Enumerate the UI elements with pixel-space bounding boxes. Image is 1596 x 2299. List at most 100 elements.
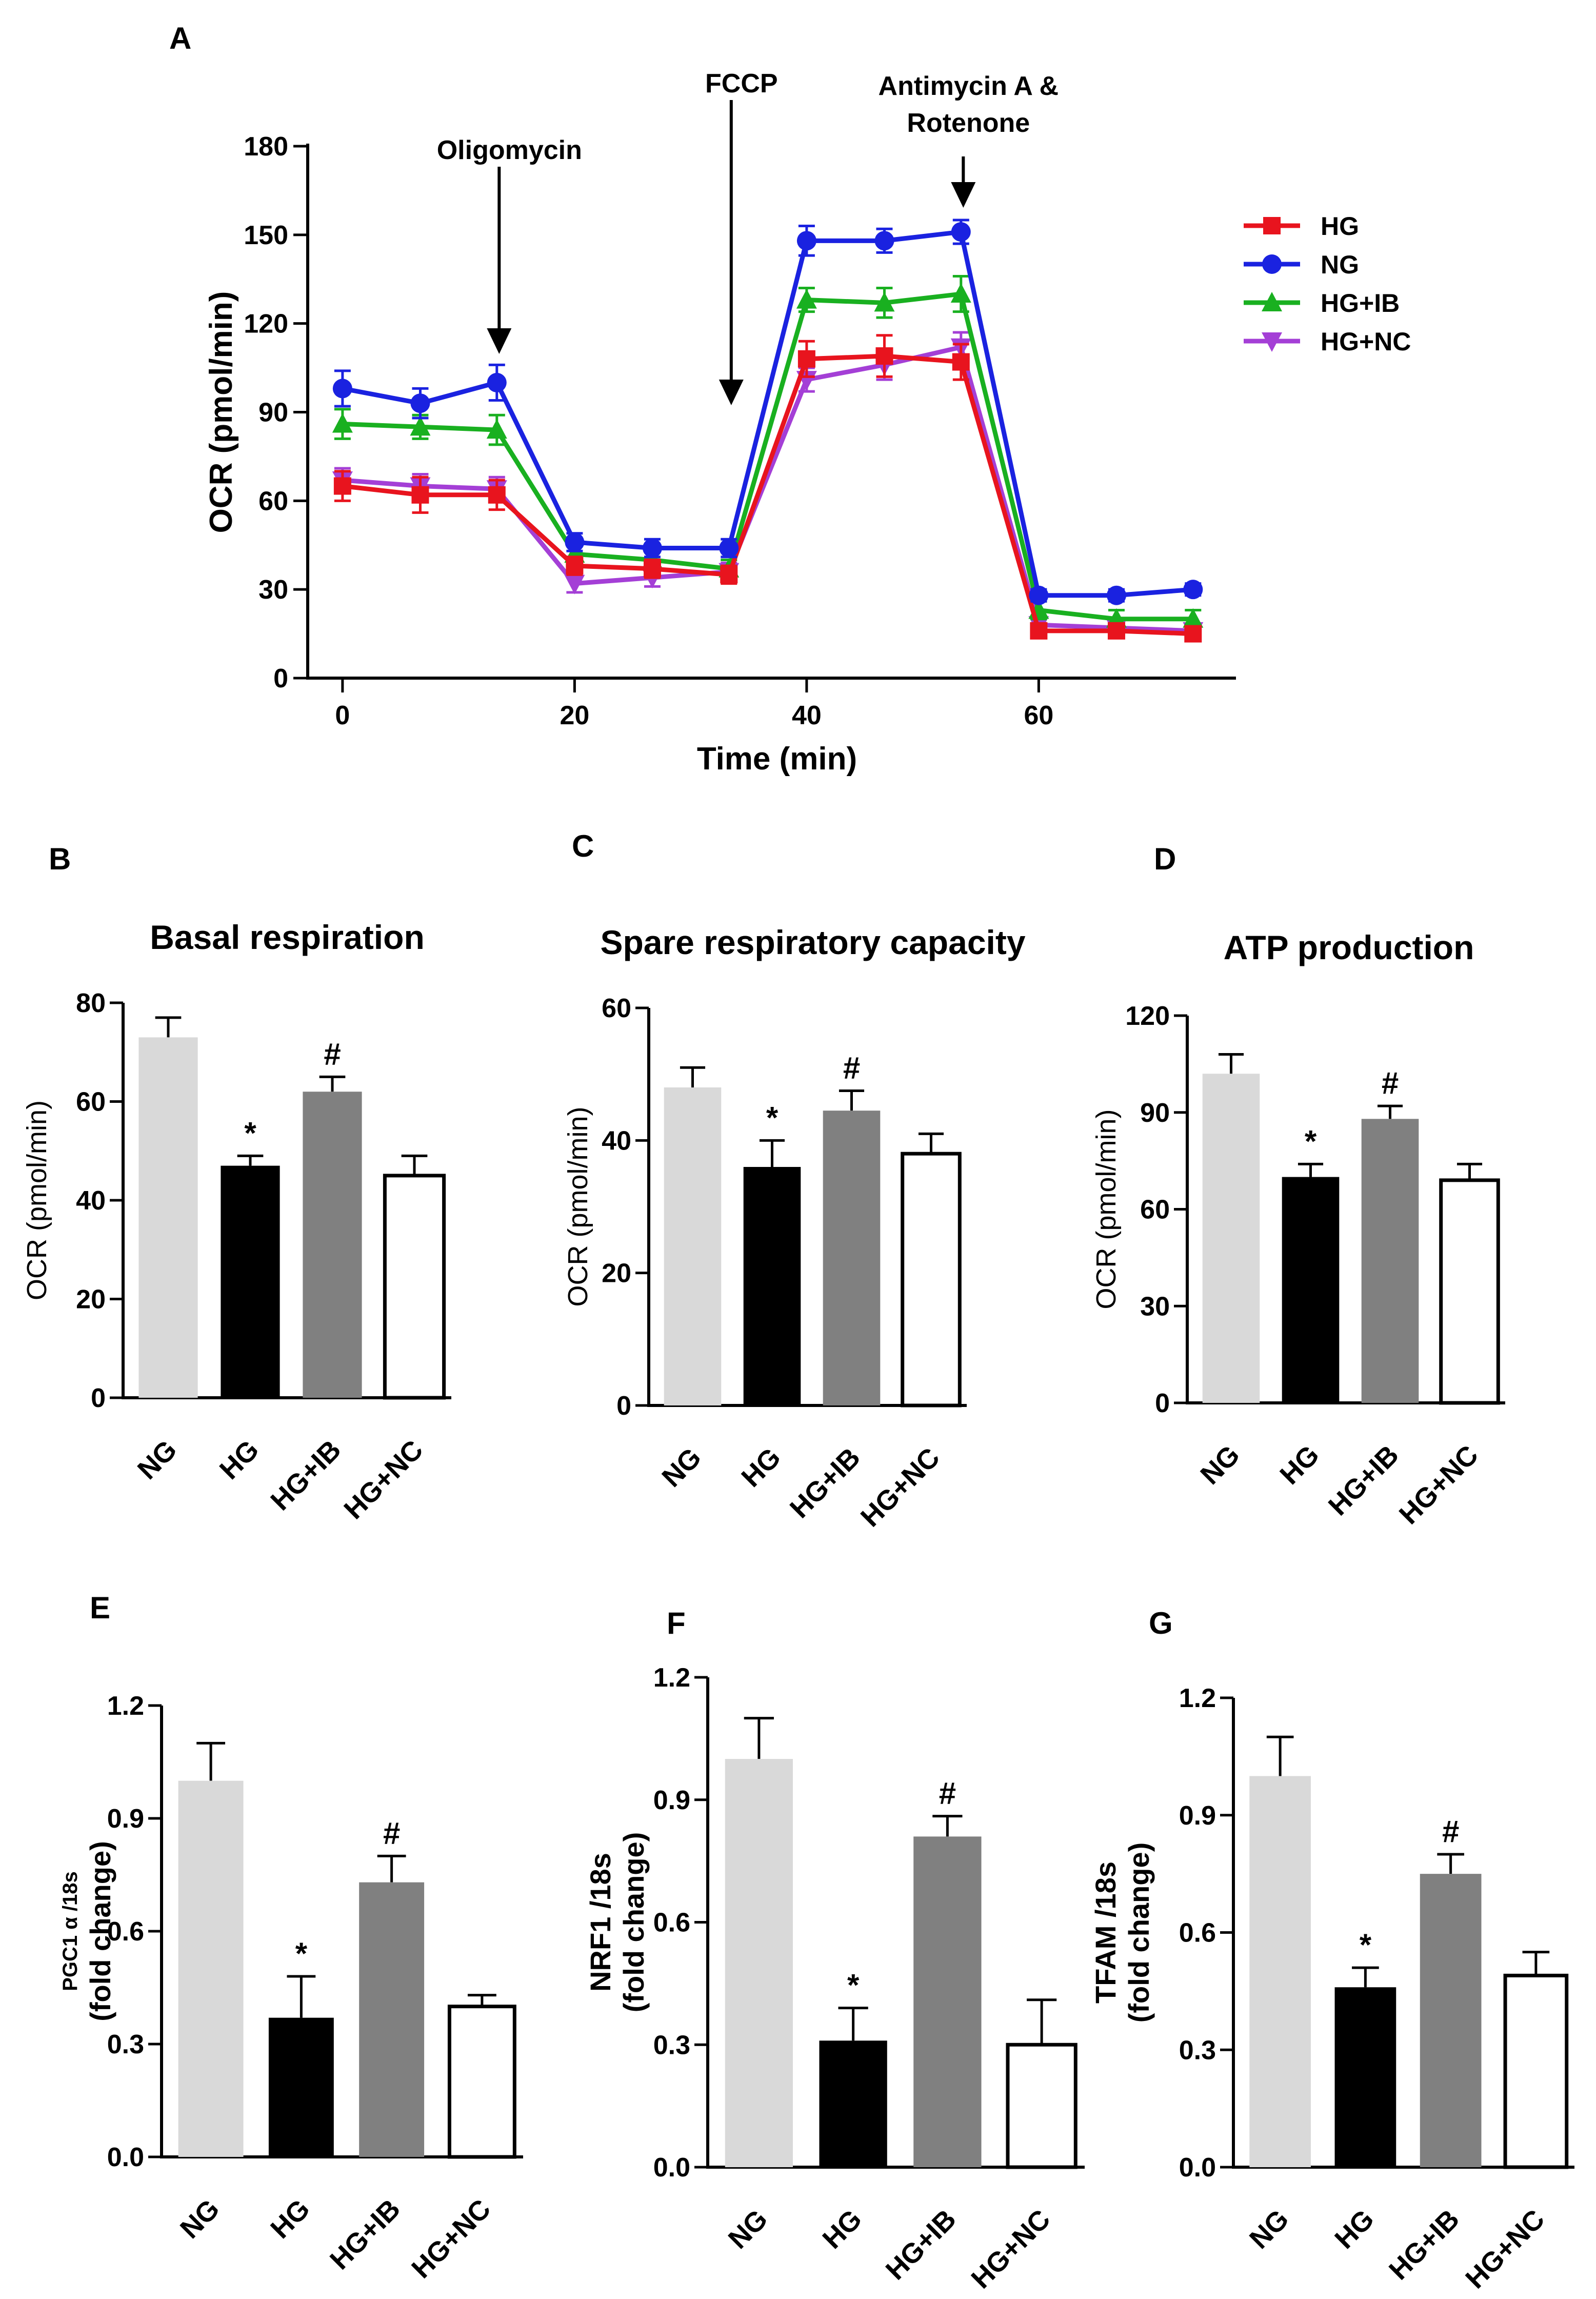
y-axis-title: NRF1 /18s: [584, 1853, 616, 1992]
data-point: [565, 532, 585, 552]
bar: [1439, 1178, 1500, 1405]
data-point: [332, 379, 352, 399]
category-label: HG+IB: [1383, 2204, 1465, 2286]
panel-label-c: C: [572, 829, 594, 863]
bar-group: * HG: [214, 1116, 280, 1485]
category-label: NG: [723, 2204, 774, 2255]
data-point: [875, 347, 893, 365]
data-point: [410, 416, 431, 436]
category-label: NG: [1244, 2204, 1295, 2255]
bar: [303, 1092, 362, 1398]
data-point: [566, 557, 584, 575]
y-tick-label: 0.0: [1179, 2153, 1216, 2183]
y-tick-label: 60: [1140, 1195, 1170, 1225]
legend: HG NG HG+IB HG+NC: [1244, 212, 1411, 356]
panel-a-line-chart: A 0 30 60 90 120 150 180 0 20 40 60 Time (min) OCR (p…: [169, 21, 1411, 777]
category-label: HG+NC: [406, 2193, 496, 2284]
bar-group: NG: [1194, 1053, 1260, 1491]
x-tick-label: 20: [560, 701, 589, 730]
data-point: [1107, 622, 1125, 640]
legend-label: NG: [1321, 250, 1359, 279]
bar: [913, 1836, 982, 2167]
y-tick-label: 90: [258, 398, 288, 428]
series-ng: [332, 219, 1203, 605]
data-point: [410, 393, 430, 413]
legend-marker: [1263, 217, 1281, 234]
significance-mark: #: [843, 1051, 860, 1085]
significance-mark: *: [244, 1116, 256, 1150]
y-axis-title: TFAM /18s: [1089, 1861, 1122, 2004]
bar-group: HG+NC: [965, 1998, 1078, 2294]
y-tick-label: 0.3: [1179, 2035, 1216, 2065]
annotation-label: Rotenone: [907, 108, 1030, 138]
category-label: HG+IB: [324, 2193, 406, 2275]
series-line: [342, 229, 1193, 598]
significance-mark: #: [324, 1037, 341, 1071]
y-tick-label: 0.9: [1179, 1801, 1216, 1831]
arrow-head: [951, 182, 976, 208]
y-tick-label: 30: [258, 575, 288, 605]
data-point: [952, 353, 970, 371]
panel-label-e: E: [90, 1591, 110, 1625]
bar-group: NG: [1244, 1735, 1311, 2255]
bar: [1334, 1987, 1396, 2167]
data-point: [332, 413, 353, 433]
data-point: [719, 538, 739, 558]
panel-d-bar-chart: D ATP production 0 30 60 90 120 OCR (pmol/min) N…: [1091, 842, 1505, 1530]
significance-mark: *: [847, 1968, 860, 2003]
bar: [1361, 1119, 1419, 1403]
category-label: HG+NC: [965, 2204, 1056, 2294]
y-axis-title: (fold change): [84, 1841, 116, 2021]
data-point: [486, 419, 507, 439]
legend-item: HG+IB: [1244, 289, 1400, 318]
y-tick-label: 150: [244, 221, 288, 250]
bar: [138, 1037, 198, 1398]
significance-mark: #: [383, 1816, 400, 1850]
y-tick-label: 20: [602, 1259, 631, 1289]
y-tick-label: 0: [91, 1383, 106, 1413]
legend-marker: [1262, 292, 1282, 311]
data-point: [642, 538, 662, 558]
bar: [178, 1780, 244, 2157]
bar-group: * HG: [1329, 1928, 1396, 2255]
bar-group: # HG+IB: [324, 1816, 425, 2275]
y-axis-title: OCR (pmol/min): [1091, 1109, 1122, 1309]
data-point: [796, 289, 817, 309]
bar-group: NG: [174, 1741, 244, 2245]
panel-label-f: F: [667, 1606, 686, 1640]
category-label: HG+IB: [265, 1434, 347, 1516]
panel-e-bar-chart: E 0.0 0.3 0.6 0.9 1.2 PGC1 α /18s (fold change)…: [59, 1591, 523, 2284]
legend-label: HG: [1321, 212, 1359, 241]
category-label: HG+NC: [1393, 1439, 1484, 1530]
y-axis-title: OCR (pmol/min): [563, 1106, 593, 1306]
bar: [383, 1174, 446, 1400]
category-label: HG: [816, 2204, 868, 2255]
data-point: [333, 477, 351, 495]
legend-label: HG+NC: [1321, 327, 1411, 356]
category-label: HG+IB: [880, 2204, 962, 2286]
bar-group: # HG+IB: [880, 1776, 982, 2286]
data-point: [720, 566, 738, 584]
bar: [1202, 1074, 1260, 1403]
y-tick-label: 0.0: [107, 2143, 144, 2172]
bar: [819, 2040, 887, 2167]
y-tick-label: 0.9: [653, 1786, 690, 1815]
bar: [268, 2017, 334, 2157]
y-tick-label: 0.6: [107, 1917, 144, 1947]
y-tick-label: 30: [1140, 1292, 1170, 1321]
bar: [1006, 2043, 1078, 2169]
y-tick-label: 90: [1140, 1098, 1170, 1128]
significance-mark: #: [1442, 1814, 1459, 1849]
y-tick-label: 0: [1155, 1389, 1170, 1418]
significance-mark: *: [295, 1936, 308, 1971]
x-tick-label: 0: [335, 701, 350, 730]
data-point: [1029, 585, 1049, 605]
x-tick-label: 40: [792, 701, 822, 730]
data-point: [411, 486, 429, 504]
significance-mark: #: [939, 1776, 956, 1811]
bar-group: HG+NC: [338, 1154, 446, 1525]
legend-marker: [1262, 332, 1282, 352]
bar-group: # HG+IB: [1383, 1814, 1482, 2286]
annotation-arrow: Oligomycin: [437, 135, 582, 354]
bar: [1282, 1177, 1340, 1403]
